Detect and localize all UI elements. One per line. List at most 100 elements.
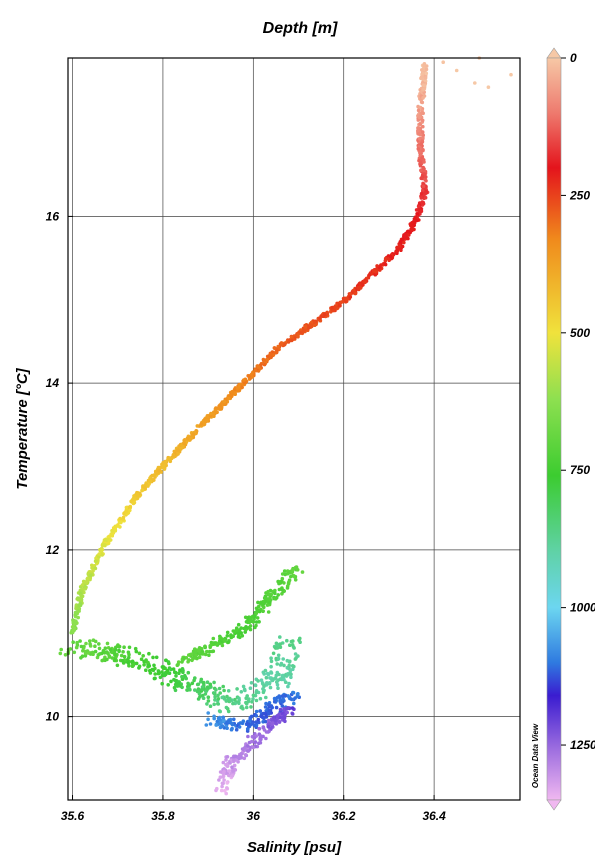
data-point xyxy=(397,244,402,248)
data-point xyxy=(213,641,217,645)
data-point xyxy=(279,342,284,347)
data-point xyxy=(256,679,260,683)
data-point xyxy=(119,653,124,658)
data-point xyxy=(211,691,216,695)
data-point xyxy=(344,297,348,301)
data-point xyxy=(264,713,268,717)
data-point xyxy=(274,595,279,600)
data-point xyxy=(79,644,84,649)
data-point xyxy=(221,781,225,786)
data-point xyxy=(421,166,426,171)
data-point xyxy=(210,649,214,654)
data-point xyxy=(221,775,225,779)
data-point xyxy=(181,670,185,674)
data-point xyxy=(207,653,211,657)
data-point xyxy=(203,692,208,696)
data-point xyxy=(222,688,226,693)
data-point xyxy=(205,649,209,654)
data-point xyxy=(232,717,236,722)
data-point xyxy=(88,573,93,577)
data-point xyxy=(287,571,292,575)
data-point xyxy=(225,786,229,790)
data-point xyxy=(283,572,288,577)
data-point xyxy=(208,704,213,708)
data-point xyxy=(127,652,131,657)
data-point xyxy=(73,610,78,615)
data-point xyxy=(236,700,241,704)
data-point xyxy=(264,730,269,734)
data-point xyxy=(331,308,336,313)
data-point xyxy=(121,650,125,654)
data-point xyxy=(171,453,176,457)
data-point xyxy=(97,646,102,651)
data-point xyxy=(281,715,286,720)
data-point xyxy=(221,760,226,765)
data-point xyxy=(251,620,256,624)
data-point xyxy=(217,778,221,782)
data-point xyxy=(226,640,231,644)
data-point xyxy=(240,721,245,726)
data-point xyxy=(226,709,231,714)
data-point xyxy=(417,131,421,136)
data-point xyxy=(248,618,253,622)
data-point xyxy=(186,659,190,664)
data-point xyxy=(225,634,230,638)
data-point xyxy=(257,720,261,725)
data-point xyxy=(405,236,410,240)
data-point xyxy=(135,496,139,501)
data-point xyxy=(146,660,150,665)
data-point xyxy=(420,118,425,123)
data-point xyxy=(230,722,235,727)
data-point xyxy=(298,636,302,641)
data-point xyxy=(130,664,135,668)
data-point xyxy=(220,724,225,728)
data-point xyxy=(212,702,216,707)
data-point xyxy=(416,128,420,133)
data-point xyxy=(292,664,296,669)
data-point xyxy=(187,653,191,657)
colorbar-bottom-arrow xyxy=(546,799,562,811)
data-point xyxy=(186,681,190,686)
data-point xyxy=(255,616,260,620)
data-point xyxy=(231,634,235,639)
data-point xyxy=(286,582,291,586)
data-point xyxy=(160,670,164,674)
data-point xyxy=(76,615,80,620)
plot-frame xyxy=(67,57,521,801)
data-point xyxy=(417,115,422,120)
data-point xyxy=(308,323,313,327)
data-point xyxy=(173,678,177,683)
data-point xyxy=(236,760,240,764)
data-point xyxy=(115,663,120,668)
data-point xyxy=(205,414,210,418)
data-point xyxy=(216,697,221,701)
data-point xyxy=(268,676,272,680)
data-point xyxy=(402,240,406,245)
data-point xyxy=(285,710,290,715)
data-point xyxy=(250,700,254,704)
data-point xyxy=(173,682,178,687)
data-point xyxy=(244,705,249,710)
data-point xyxy=(424,71,429,76)
data-point xyxy=(237,725,242,729)
data-point xyxy=(264,695,268,700)
data-point xyxy=(218,709,222,714)
data-point xyxy=(94,559,98,564)
data-point xyxy=(190,658,194,663)
data-point xyxy=(228,761,232,765)
y-axis-ticks: 10 12 14 16 xyxy=(46,209,73,724)
data-point xyxy=(416,147,421,151)
data-point xyxy=(218,403,223,408)
data-point xyxy=(420,111,425,115)
data-point xyxy=(258,696,263,701)
data-point xyxy=(222,767,226,771)
y-axis-title: Temperature [°C] xyxy=(14,367,31,489)
data-point xyxy=(198,694,202,699)
data-point xyxy=(253,625,257,630)
data-point xyxy=(108,648,113,652)
data-point xyxy=(90,563,94,568)
data-point xyxy=(230,774,235,778)
data-point xyxy=(166,683,170,687)
data-point xyxy=(204,723,209,727)
data-point xyxy=(229,393,234,398)
